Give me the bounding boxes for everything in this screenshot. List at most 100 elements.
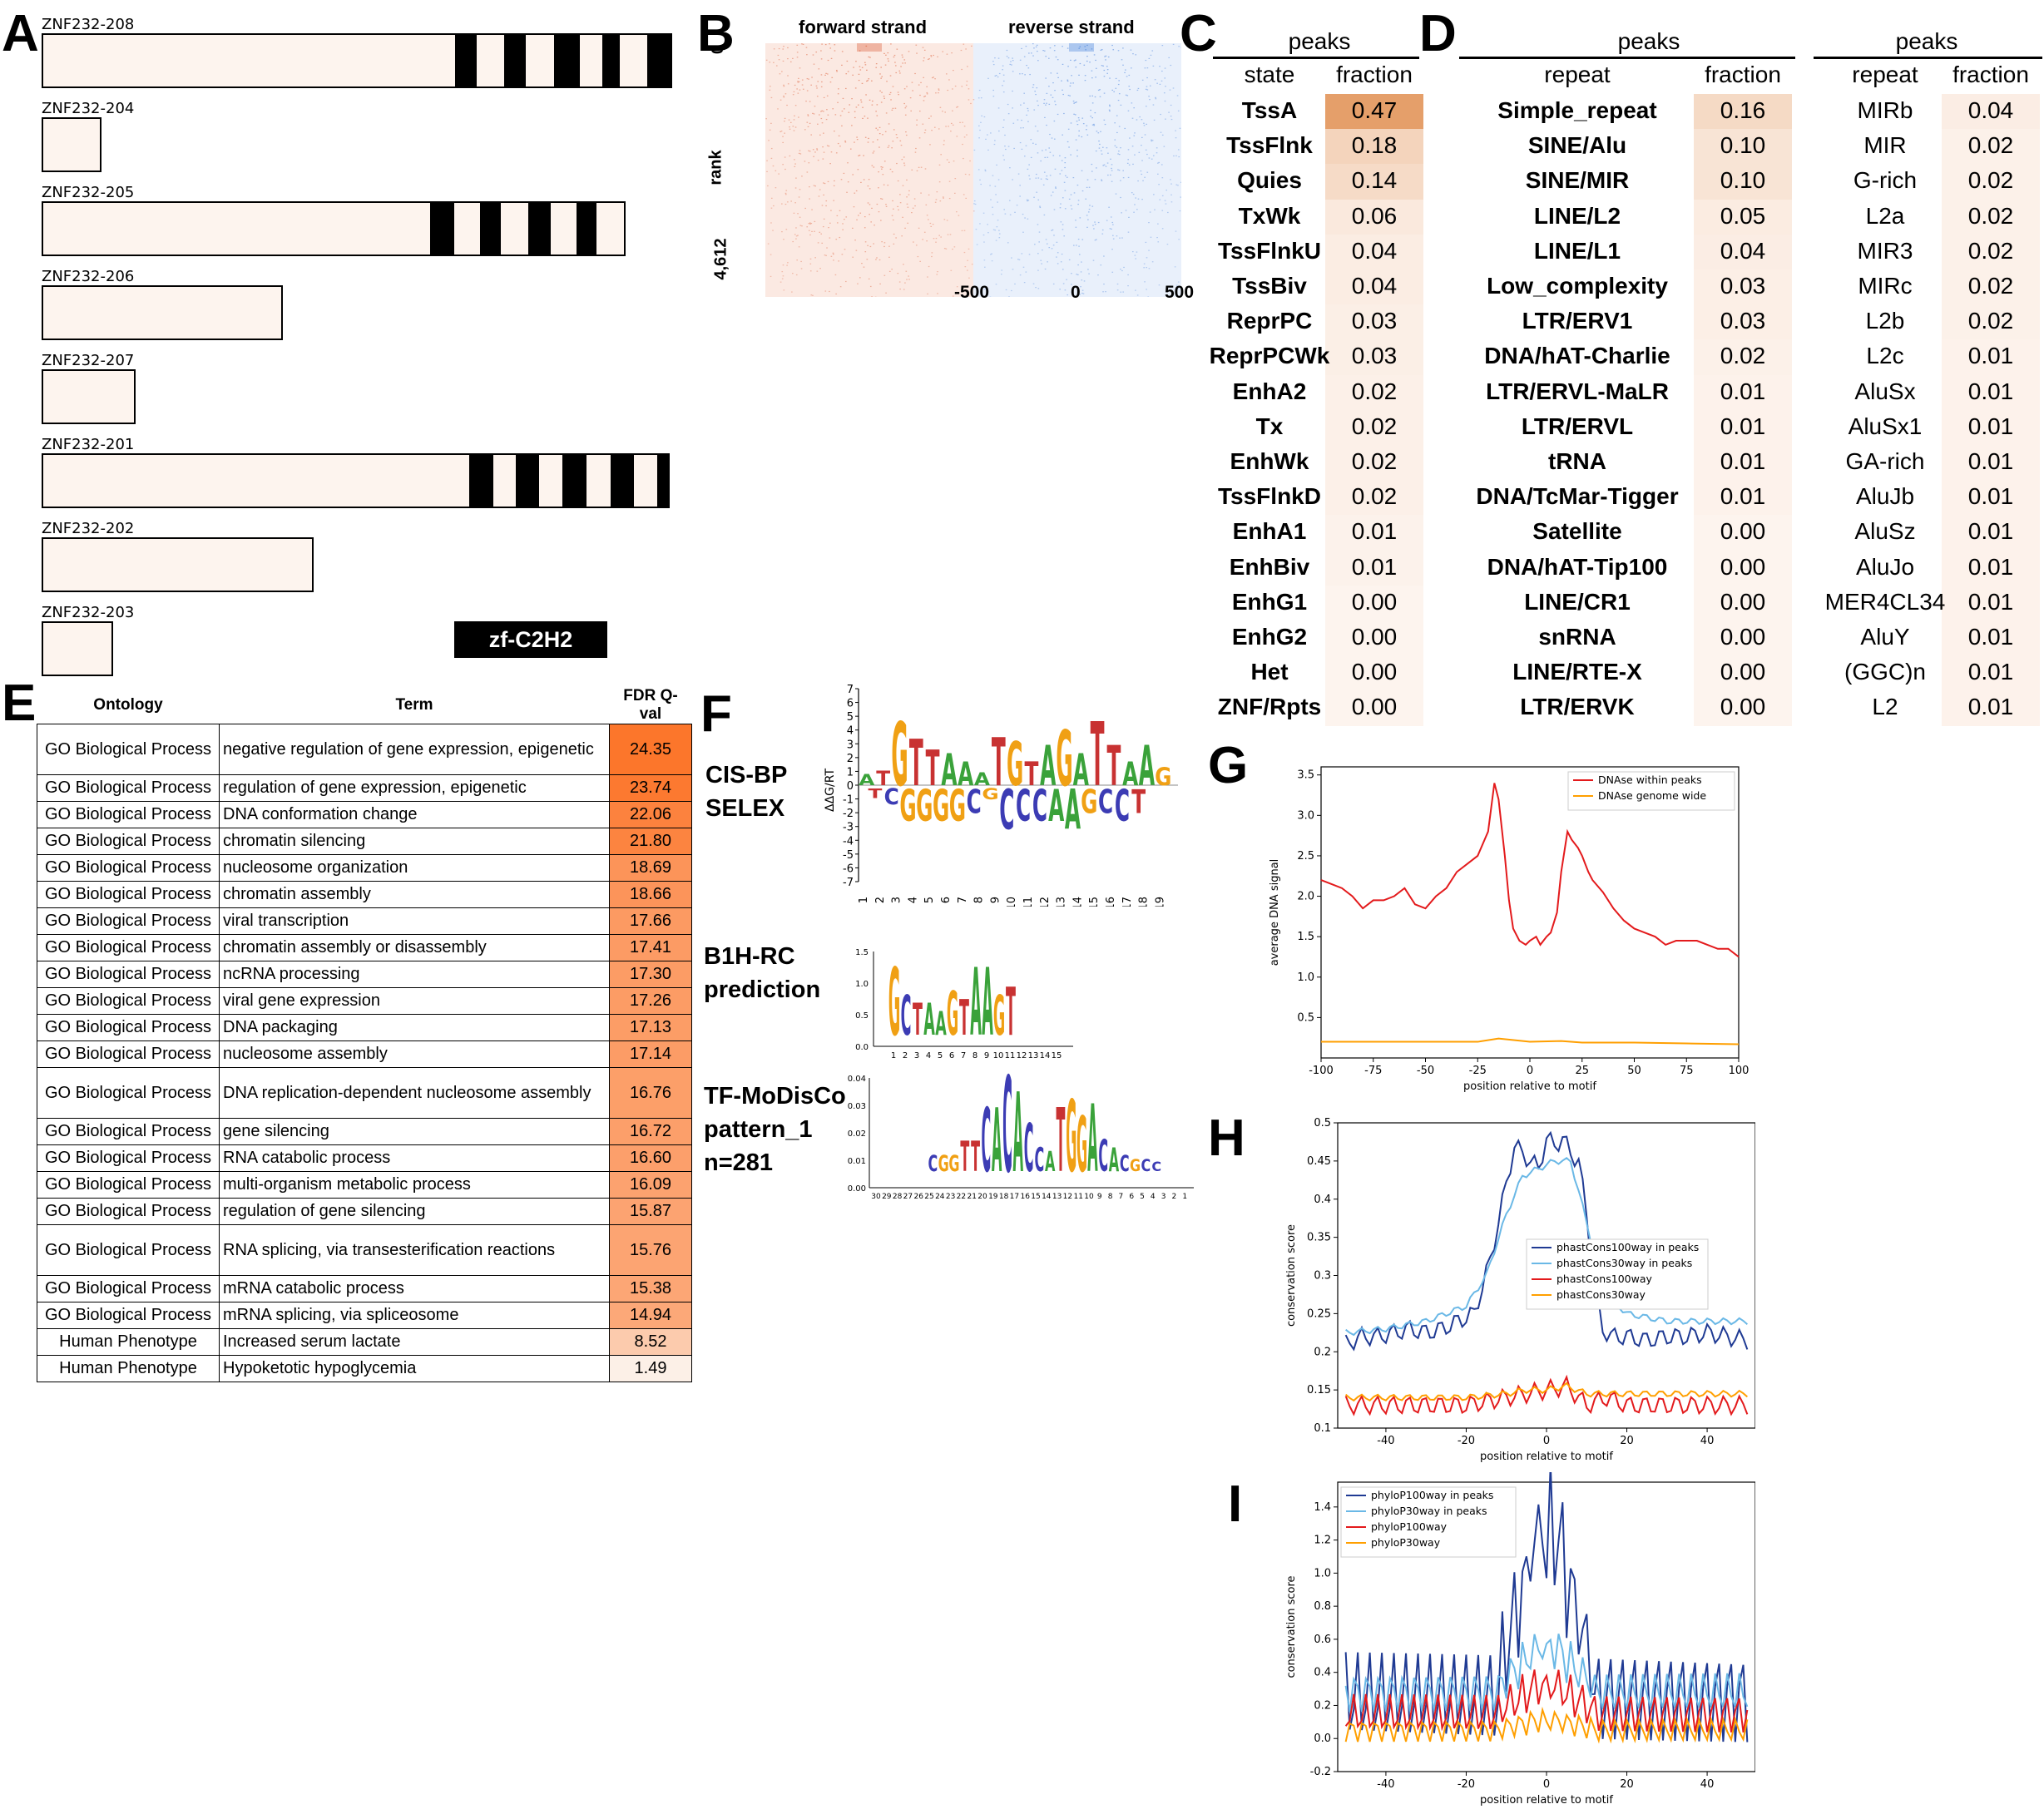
transcript-label: ZNF232-205 [42, 184, 135, 201]
heatmap-dot [1037, 288, 1040, 289]
heatmap-dot [1064, 166, 1066, 169]
heatmap-dot [844, 87, 847, 90]
heatmap-dot [838, 260, 839, 262]
heatmap-dot [933, 238, 935, 240]
heatmap-dot [1119, 237, 1121, 239]
logo-letter-T: T [1106, 734, 1121, 798]
logo-letter-T: T [959, 990, 969, 1047]
heatmap-dot [911, 212, 913, 214]
heatmap-dot [859, 50, 861, 52]
heatmap-dot [879, 73, 881, 75]
heatmap-dot [977, 169, 980, 171]
reverse-strand-title: reverse strand [1008, 17, 1135, 37]
heatmap-dot [1143, 125, 1146, 126]
logo-letter-T: T [926, 739, 940, 797]
logo-letter-A: A [1045, 1147, 1055, 1179]
panelD-fraction-cell [1694, 445, 1792, 481]
reverse-peak-band [1069, 43, 1094, 52]
x-tick-label: 0 [1527, 1065, 1533, 1077]
heatmap-dot [1156, 152, 1158, 154]
heatmap-dot [1022, 266, 1025, 268]
heatmap-dot [851, 98, 853, 100]
heatmap-dot [1124, 127, 1126, 130]
heatmap-dot [1052, 155, 1055, 156]
heatmap-dot [929, 222, 932, 225]
logo2-xtick-label: 15 [1052, 1051, 1062, 1060]
heatmap-dot [1165, 86, 1166, 87]
zf-c2h2-domain [516, 453, 540, 508]
heatmap-dot [1102, 291, 1104, 293]
logo-letter-A: A [974, 770, 990, 790]
logo1-ytick-label: -5 [843, 849, 854, 862]
logo-letter-C: C [1032, 780, 1047, 831]
heatmap-dot [1146, 86, 1148, 87]
heatmap-dot [815, 85, 818, 87]
panelD-fraction-cell [1694, 620, 1792, 656]
panelD2-fraction-cell [1942, 339, 2040, 375]
zf-c2h2-domain [562, 453, 587, 508]
heatmap-dot [968, 174, 971, 175]
heatmap-dot [922, 123, 924, 125]
heatmap-dot [903, 102, 905, 105]
panelC-fraction-cell [1325, 585, 1423, 620]
heatmap-dot [1032, 55, 1034, 57]
logo-letter-G: G [947, 980, 958, 1050]
heatmap-dot [1019, 141, 1022, 144]
heatmap-dot [1057, 59, 1059, 61]
heatmap-dot [1057, 77, 1059, 79]
heatmap-dot [1170, 104, 1172, 106]
heatmap-dot [1096, 239, 1097, 240]
heatmap-dot [798, 116, 799, 118]
go-term-cell: viral transcription [219, 907, 610, 935]
zf-c2h2-domain [647, 33, 672, 88]
heatmap-dot [825, 72, 827, 74]
panelD2-row-fraction: 0.02 [1967, 273, 2014, 299]
heatmap-dot [782, 136, 784, 137]
heatmap-dot [1017, 173, 1020, 175]
heatmap-dot [898, 281, 901, 283]
panelD-row-name: SINE/Alu [1527, 132, 1627, 159]
heatmap-dot [1005, 148, 1007, 151]
heatmap-dot [789, 121, 792, 123]
logo2-xtick-label: 3 [914, 1051, 919, 1060]
panelD2-row-name: AluJo [1855, 553, 1915, 580]
heatmap-dot [883, 242, 886, 244]
heatmap-dot [867, 141, 869, 143]
heatmap-dot [1103, 119, 1106, 121]
heatmap-dot [1048, 103, 1051, 106]
heatmap-dot [1037, 105, 1039, 106]
heatmap-dot [819, 268, 821, 269]
heatmap-dot [1068, 146, 1070, 148]
transcript-bar [42, 201, 626, 256]
heatmap-dot [997, 107, 1000, 109]
heatmap-dot [1139, 116, 1141, 118]
heatmap-dot [1135, 289, 1136, 291]
heatmap-dot [1037, 50, 1038, 52]
heatmap-dot [918, 227, 920, 229]
heatmap-dot [1111, 170, 1113, 171]
heatmap-dot [1047, 156, 1049, 158]
heatmap-dot [814, 151, 816, 153]
go-term-cell: nucleosome organization [219, 854, 610, 882]
motif-label-cisbp: CIS-BP SELEX [705, 762, 788, 822]
heatmap-dot [1062, 229, 1064, 230]
logo1-ytick-label: 1 [847, 766, 854, 779]
heatmap-dot [844, 249, 846, 250]
heatmap-dot [1161, 134, 1164, 136]
heatmap-dot [813, 113, 815, 115]
heatmap-dot [1111, 89, 1114, 91]
logo-letter-A: A [1073, 744, 1089, 795]
heatmap-dot [888, 93, 891, 96]
heatmap-dot [1081, 261, 1082, 263]
heatmap-dot [883, 245, 885, 248]
heatmap-dot [1123, 266, 1125, 269]
heatmap-dot [1026, 114, 1027, 116]
panelC-fraction-cell [1325, 620, 1423, 656]
heatmap-dot [1120, 104, 1122, 106]
go-qval-cell: 15.38 [609, 1275, 692, 1302]
go-ontology-cell: GO Biological Process [37, 1224, 220, 1276]
heatmap-dot [907, 222, 908, 224]
heatmap-dot [952, 124, 954, 126]
logo-letter-A: A [992, 1090, 1002, 1192]
heatmap-dot [770, 122, 772, 124]
